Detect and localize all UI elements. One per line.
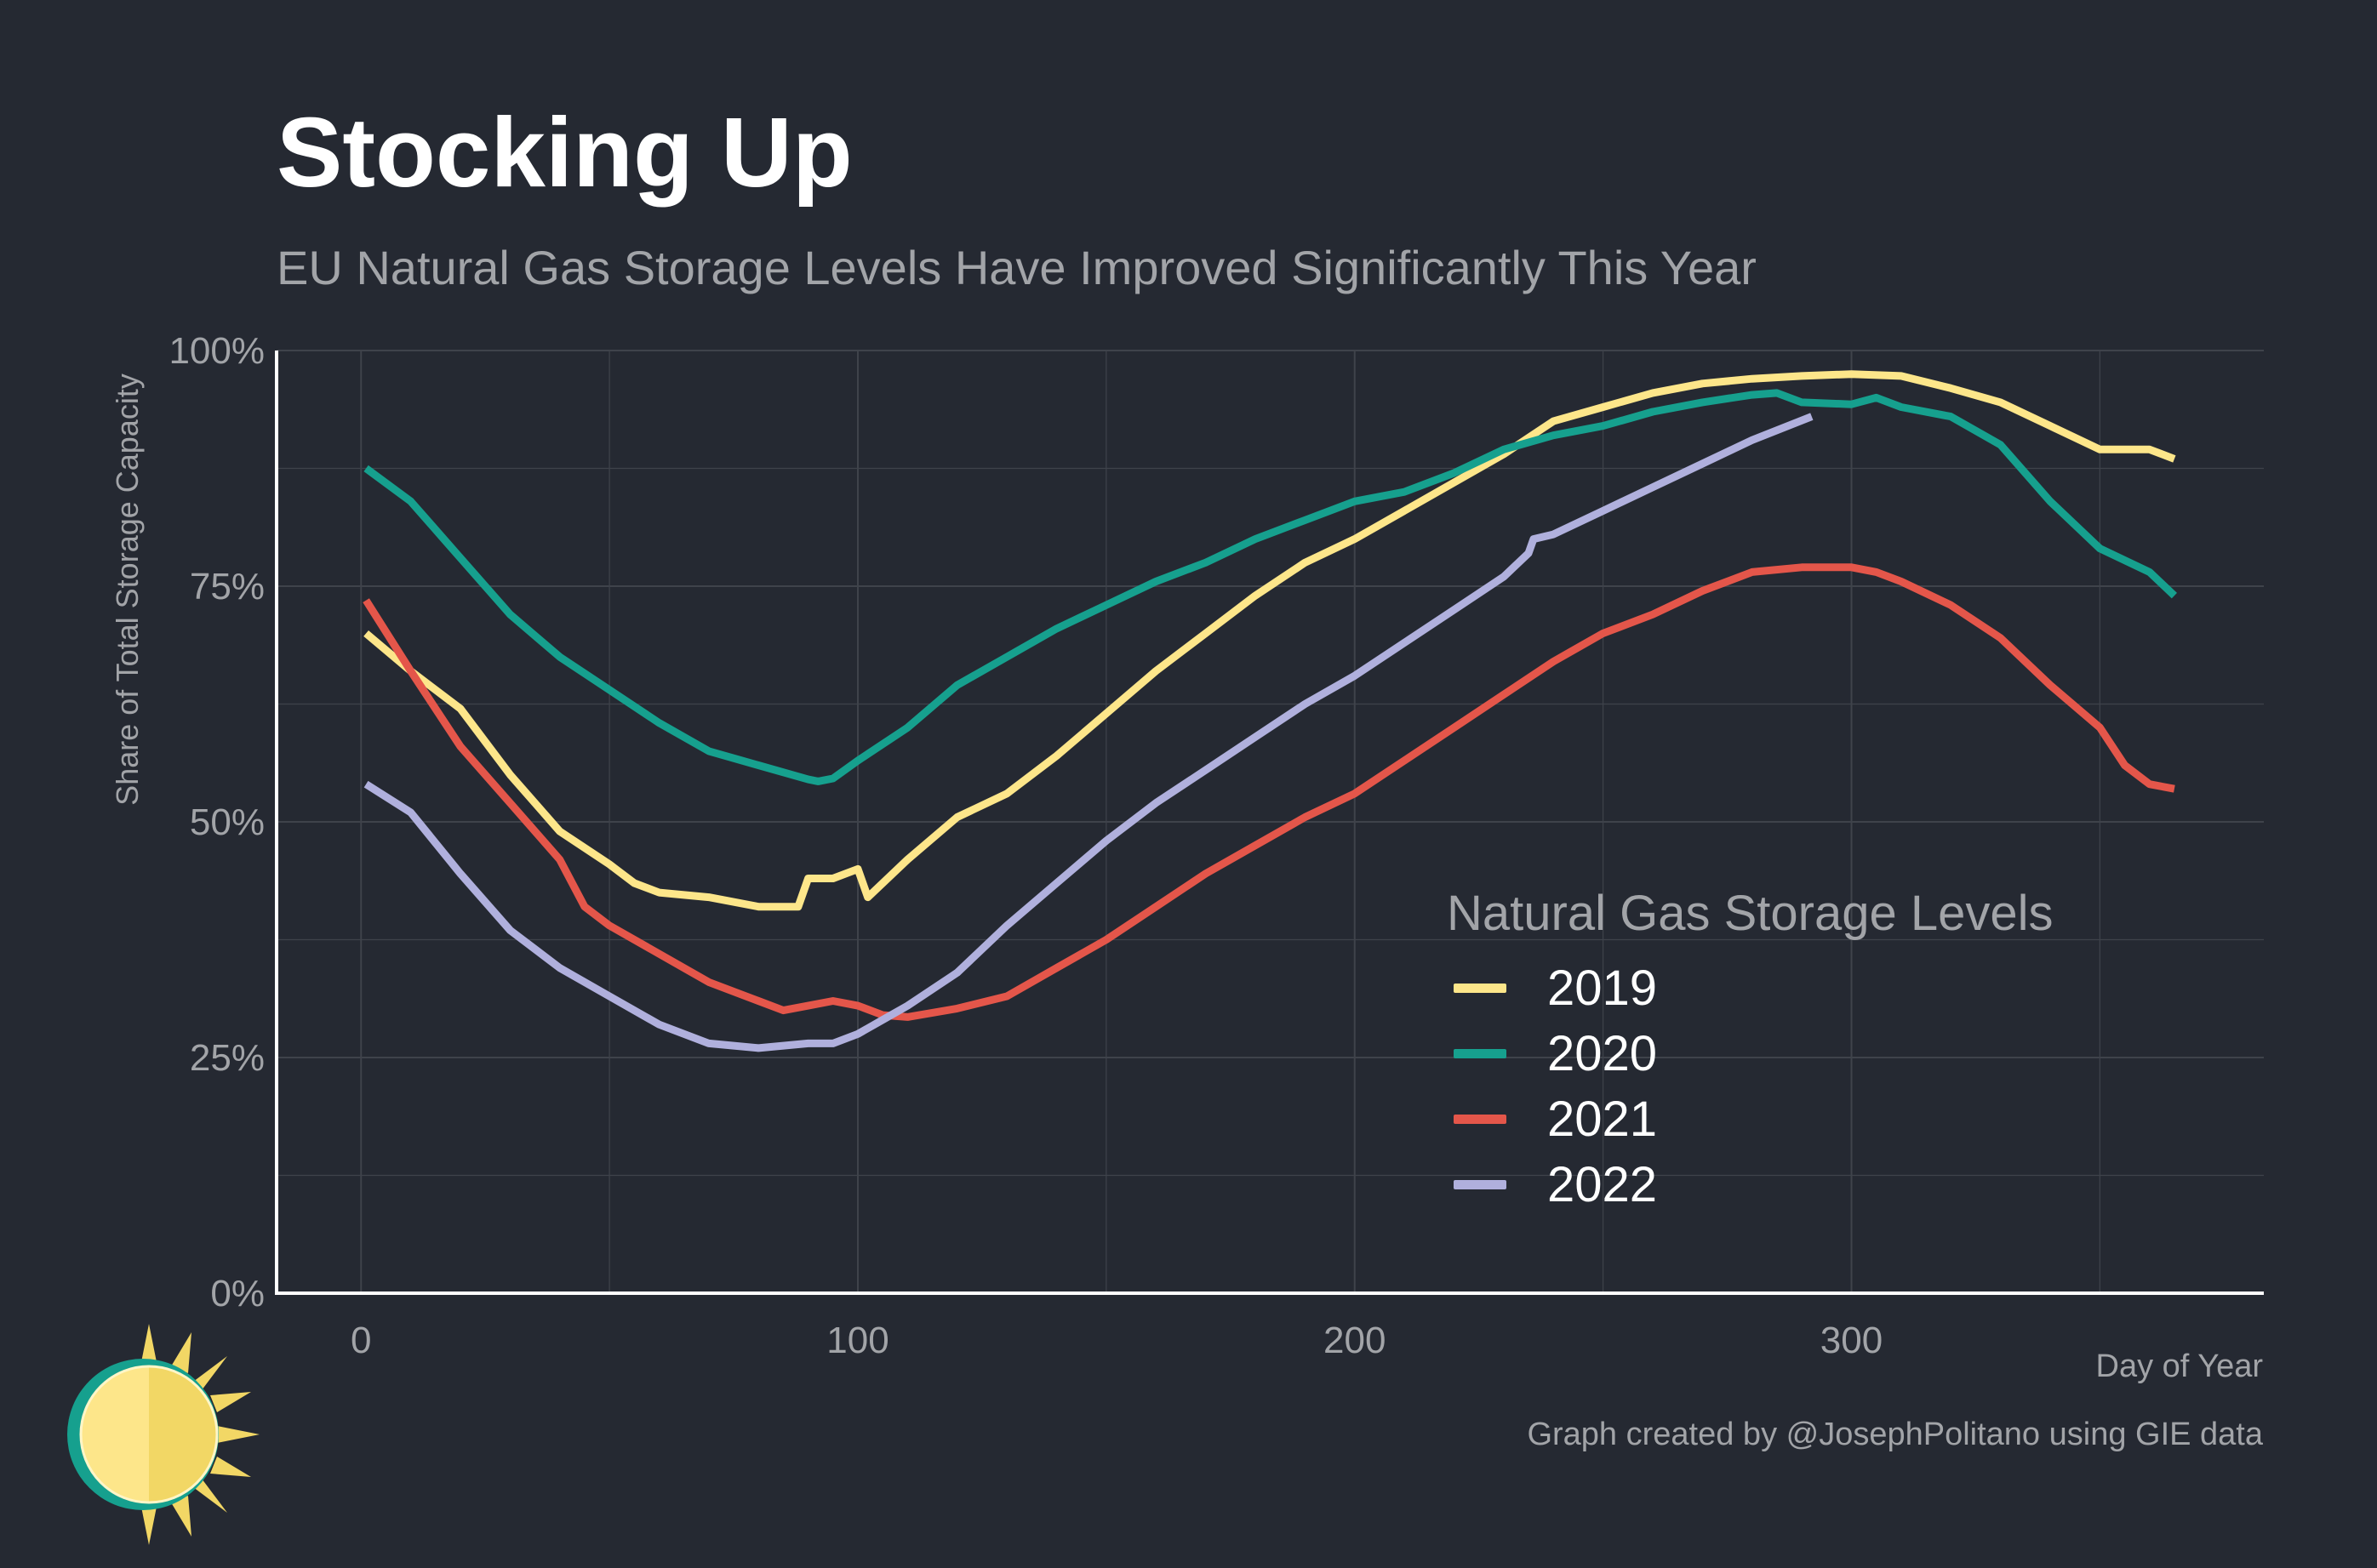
legend-key-2022: [1454, 1180, 1506, 1189]
legend: Natural Gas Storage Levels 2019 2020 202…: [1447, 885, 2053, 1217]
legend-item-2020: 2020: [1447, 1021, 2053, 1086]
y-axis-label: Share of Total Storage Capacity: [110, 373, 145, 806]
series-lines: [363, 370, 2177, 1052]
legend-item-2022: 2022: [1447, 1152, 2053, 1217]
y-tick-label: 25%: [190, 1037, 265, 1079]
y-tick-label: 0%: [210, 1273, 265, 1314]
legend-label-2022: 2022: [1547, 1157, 1658, 1212]
series-line-2020: [363, 389, 2177, 785]
x-tick-label: 300: [1820, 1320, 1883, 1361]
series-line-2022: [363, 413, 1814, 1052]
x-tick-label: 100: [826, 1320, 889, 1361]
series-line-2019: [363, 370, 2176, 911]
sun-logo-icon: [67, 1324, 260, 1545]
axes: [275, 351, 2264, 1295]
y-tick-label: 75%: [190, 566, 265, 607]
tick-labels: 0% 25% 50% 75% 100% 0 100 200 300: [169, 330, 1883, 1361]
x-tick-label: 200: [1323, 1320, 1386, 1361]
source-caption: Graph created by @JosephPolitano using G…: [1527, 1417, 2263, 1452]
legend-label-2020: 2020: [1547, 1026, 1658, 1081]
x-axis-label: Day of Year: [2095, 1348, 2263, 1384]
legend-label-2021: 2021: [1547, 1092, 1658, 1147]
y-tick-label: 50%: [190, 801, 265, 843]
x-tick-label: 0: [351, 1320, 371, 1361]
chart-title: Stocking Up: [277, 97, 853, 208]
y-tick-label: 100%: [169, 330, 265, 372]
legend-item-2019: 2019: [1447, 955, 2053, 1021]
series-line-2021: [363, 563, 2175, 1021]
legend-key-2019: [1454, 984, 1506, 993]
legend-label-2019: 2019: [1547, 961, 1658, 1016]
legend-title: Natural Gas Storage Levels: [1447, 886, 2054, 941]
legend-key-2021: [1454, 1115, 1506, 1124]
legend-item-2021: 2021: [1447, 1086, 2053, 1152]
chart-subtitle: EU Natural Gas Storage Levels Have Impro…: [277, 241, 1757, 294]
legend-key-2020: [1454, 1049, 1506, 1058]
